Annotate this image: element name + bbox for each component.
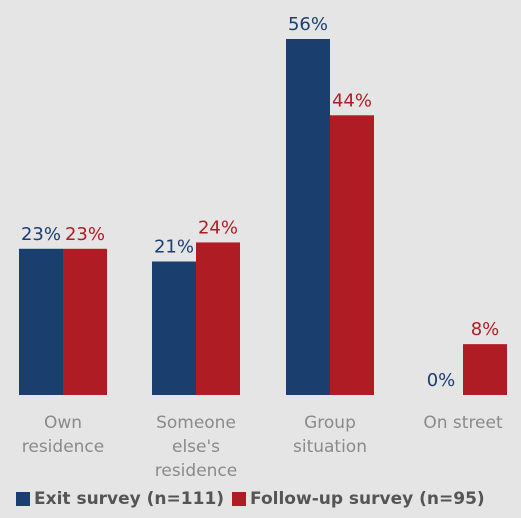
bar-exit-survey-someone-elses-residence xyxy=(152,261,196,395)
category-label-own-residence-line-2: residence xyxy=(22,437,105,457)
legend-swatch-exit-survey xyxy=(16,492,30,506)
category-label-own-residence-line-1: Own xyxy=(44,413,82,433)
category-label-someone-elses-residence-line-2: else's xyxy=(172,437,220,457)
category-label-someone-elses-residence-line-1: Someone xyxy=(156,413,236,433)
chart-legend: Exit survey (n=111) Follow-up survey (n=… xyxy=(16,489,485,509)
category-label-on-street-line-1: On street xyxy=(423,413,503,433)
bar-follow-up-survey-someone-elses-residence xyxy=(196,242,240,395)
bar-exit-survey-own-residence xyxy=(19,248,63,395)
data-label-exit-survey-group-situation: 56% xyxy=(288,14,328,35)
data-label-exit-survey-own-residence: 23% xyxy=(21,224,61,245)
legend-label-follow-up-survey: Follow-up survey (n=95) xyxy=(250,489,485,509)
legend-item-follow-up-survey: Follow-up survey (n=95) xyxy=(232,489,485,509)
data-label-follow-up-survey-someone-elses-residence: 24% xyxy=(198,217,238,238)
data-label-follow-up-survey-on-street: 8% xyxy=(471,319,500,340)
category-label-group-situation-line-2: situation xyxy=(293,437,367,457)
data-label-follow-up-survey-own-residence: 23% xyxy=(65,224,105,245)
legend-item-exit-survey: Exit survey (n=111) xyxy=(16,489,224,509)
data-label-exit-survey-someone-elses-residence: 21% xyxy=(154,237,194,258)
bar-exit-survey-group-situation xyxy=(286,39,330,395)
category-label-someone-elses-residence-line-3: residence xyxy=(155,461,238,481)
bar-follow-up-survey-on-street xyxy=(463,344,507,395)
data-label-exit-survey-on-street: 0% xyxy=(427,370,456,391)
data-label-follow-up-survey-group-situation: 44% xyxy=(332,90,372,111)
legend-label-exit-survey: Exit survey (n=111) xyxy=(34,489,225,509)
bar-follow-up-survey-group-situation xyxy=(330,115,374,396)
legend-swatch-follow-up-survey xyxy=(232,492,247,506)
bar-follow-up-survey-own-residence xyxy=(63,248,107,395)
category-label-group-situation-line-1: Group xyxy=(304,413,356,433)
